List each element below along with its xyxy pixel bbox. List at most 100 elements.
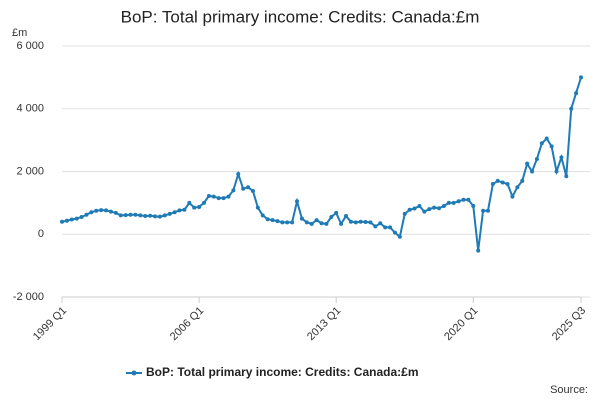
- point: [201, 200, 206, 205]
- point: [113, 210, 118, 215]
- point: [157, 214, 162, 219]
- y-tick-label: 0: [38, 228, 44, 240]
- point: [250, 188, 255, 193]
- point: [123, 213, 128, 218]
- point: [358, 219, 363, 224]
- point: [187, 200, 192, 205]
- point: [255, 205, 260, 210]
- point: [383, 225, 388, 230]
- legend-label: BoP: Total primary income: Credits: Cana…: [146, 365, 419, 379]
- point: [182, 207, 187, 212]
- point: [304, 220, 309, 225]
- point: [525, 161, 530, 166]
- point: [476, 248, 481, 253]
- point: [500, 180, 505, 185]
- point: [99, 208, 104, 213]
- point: [348, 219, 353, 224]
- point: [295, 199, 300, 204]
- point: [270, 218, 275, 223]
- x-tick-label: 2020 Q1: [442, 305, 480, 343]
- point: [89, 210, 94, 215]
- point: [515, 185, 520, 190]
- point: [133, 212, 138, 217]
- point: [94, 208, 99, 213]
- point: [79, 214, 84, 219]
- point: [574, 91, 579, 96]
- x-tick-label: 2006 Q1: [168, 305, 206, 343]
- point: [69, 217, 74, 222]
- legend-marker: [131, 370, 137, 376]
- point: [397, 234, 402, 239]
- point: [412, 206, 417, 211]
- point: [138, 213, 143, 218]
- point: [456, 199, 461, 204]
- point: [461, 197, 466, 202]
- point: [417, 204, 422, 209]
- point: [422, 209, 427, 214]
- point: [373, 224, 378, 229]
- point: [451, 200, 456, 205]
- point: [309, 221, 314, 226]
- point: [378, 221, 383, 226]
- point: [246, 185, 251, 190]
- point: [530, 169, 535, 174]
- point: [569, 106, 574, 111]
- y-tick-label: 4 000: [16, 103, 44, 115]
- y-tick-label: 6 000: [16, 40, 44, 52]
- point: [260, 213, 265, 218]
- point: [549, 144, 554, 149]
- point: [437, 206, 442, 211]
- point: [128, 212, 133, 217]
- point: [319, 221, 324, 226]
- point: [172, 210, 177, 215]
- point: [226, 194, 231, 199]
- point: [299, 216, 304, 221]
- point: [314, 218, 319, 223]
- point: [231, 188, 236, 193]
- point: [143, 214, 148, 219]
- y-tick-label: -2 000: [13, 291, 44, 303]
- y-tick-label: 2 000: [16, 165, 44, 177]
- point: [221, 196, 226, 201]
- point: [241, 186, 246, 191]
- point: [167, 211, 172, 216]
- point: [388, 225, 393, 230]
- point: [334, 210, 339, 215]
- point: [343, 214, 348, 219]
- point: [432, 205, 437, 210]
- chart-title: BoP: Total primary income: Credits: Cana…: [121, 7, 480, 26]
- point: [485, 208, 490, 213]
- point: [211, 194, 216, 199]
- point: [520, 178, 525, 183]
- point: [510, 194, 515, 199]
- point: [104, 208, 109, 213]
- point: [148, 213, 153, 218]
- point: [544, 136, 549, 141]
- x-tick-label: 2013 Q1: [305, 305, 343, 343]
- point: [285, 220, 290, 225]
- point: [290, 220, 295, 225]
- point: [534, 156, 539, 161]
- point: [108, 209, 113, 214]
- point: [177, 208, 182, 213]
- point: [353, 220, 358, 225]
- point: [236, 172, 241, 177]
- point: [579, 75, 583, 80]
- point: [481, 208, 486, 213]
- point: [118, 213, 123, 218]
- point: [554, 169, 559, 174]
- point: [84, 212, 89, 217]
- point: [559, 155, 564, 160]
- point: [324, 221, 329, 226]
- point: [505, 182, 510, 187]
- point: [197, 204, 202, 209]
- point: [427, 207, 432, 212]
- point: [206, 193, 211, 198]
- point: [275, 219, 280, 224]
- point: [466, 197, 471, 202]
- point: [392, 230, 397, 235]
- point: [60, 219, 64, 224]
- point: [329, 214, 334, 219]
- x-tick-label: 1999 Q1: [31, 305, 69, 343]
